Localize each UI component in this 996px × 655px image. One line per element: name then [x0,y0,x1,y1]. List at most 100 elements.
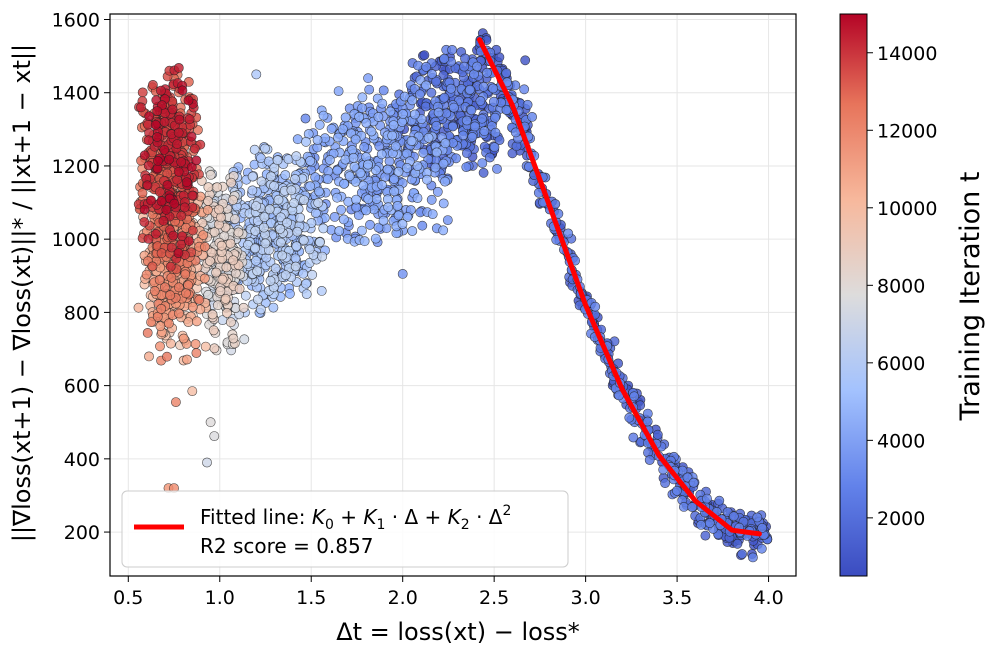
scatter-point [164,154,174,165]
scatter-point [187,301,198,312]
scatter-point [700,530,711,541]
x-tick-label-5: 3.0 [571,587,601,609]
scatter-point [660,478,670,488]
scatter-point [163,318,174,329]
colorbar-tick-label-1: 4000 [877,430,925,452]
scatter-point [191,348,202,358]
scatter-point [212,300,223,311]
scatter-point [438,198,449,209]
scatter-point [354,112,365,122]
scatter-point [332,192,342,203]
scatter-point [704,518,715,528]
scatter-point [209,431,220,441]
scatter-point [183,95,194,106]
scatter-point [136,102,146,113]
scatter-point [314,186,324,197]
scatter-point [696,520,706,530]
scatter-point [173,282,184,293]
scatter-point [488,96,499,107]
scatter-point [461,162,472,172]
scatter-point [173,248,184,258]
scatter-point [448,102,459,113]
scatter-point [180,269,191,280]
scatter-point [490,127,501,138]
scatter-point [239,334,250,345]
scatter-point [519,84,530,95]
scatter-point [301,289,312,299]
scatter-point [340,112,351,123]
scatter-point [292,226,303,237]
scatter-point [687,502,698,512]
scatter-point [183,317,194,327]
scatter-point [177,85,188,96]
scatter-points [133,28,773,563]
scatter-point [339,178,349,189]
scatter-point [322,174,333,184]
legend-k2-sub: 2 [461,517,470,533]
scatter-point [214,204,224,215]
scatter-point [337,124,348,135]
scatter-point [338,214,349,225]
colorbar-tick-label-3: 8000 [877,275,925,297]
colorbar-ticks: 2000 4000 6000 8000 10000 12000 14000 [867,43,937,530]
scatter-point [200,241,210,252]
scatter-point [174,308,184,319]
scatter-point [226,177,237,188]
scatter-point [206,247,217,258]
scatter-point [260,143,270,154]
scatter-point [305,155,316,166]
scatter-point [216,212,226,223]
legend-entry-fit: Fitted line: K0 + K1 · Δ + K2 · Δ2 [200,503,511,533]
colorbar-tick-label-0: 2000 [877,508,925,530]
y-axis-ticks: 200 400 600 800 1000 1200 1400 1600 [52,9,110,544]
scatter-point [156,248,167,259]
scatter-point [364,84,375,95]
scatter-point [426,87,437,98]
scatter-point [298,268,309,279]
scatter-point [286,185,297,196]
scatter-point [300,113,311,124]
scatter-point [194,294,205,305]
scatter-point [273,194,284,205]
scatter-point [527,112,537,122]
scatter-point [446,83,456,94]
scatter-point [318,223,329,234]
scatter-point [376,149,387,160]
scatter-point [412,161,423,171]
scatter-point [439,53,450,64]
scatter-point [461,115,472,126]
scatter-point [477,113,487,124]
scatter-point [190,339,201,349]
scatter-point [228,333,239,344]
scatter-point [152,132,163,142]
scatter-point [416,114,427,124]
scatter-point [501,68,512,78]
scatter-point [255,304,266,315]
scatter-point [147,261,158,272]
scatter-point [166,272,177,283]
scatter-point [150,228,161,239]
legend-delta-1: Δ [405,505,419,529]
scatter-point [373,112,384,122]
scatter-point [459,61,470,72]
scatter-point [397,219,408,229]
scatter-point [447,121,458,132]
legend-prefix: Fitted line: [200,505,312,529]
scatter-point [222,307,232,318]
colorbar-tick-label-5: 12000 [877,120,937,142]
scatter-point [292,134,303,145]
scatter-point [629,391,640,402]
scatter-point [442,215,453,225]
scatter-point [402,162,412,173]
scatter-point [162,180,173,190]
y-tick-label-7: 1600 [52,9,100,31]
legend-k2: K [448,505,463,529]
scatter-point [162,351,172,362]
scatter-point [187,386,198,396]
scatter-point [282,217,292,228]
scatter-point [250,243,260,254]
scatter-point [141,269,152,280]
scatter-point [421,61,431,72]
scatter-point [228,255,238,266]
scatter-point [737,549,747,559]
